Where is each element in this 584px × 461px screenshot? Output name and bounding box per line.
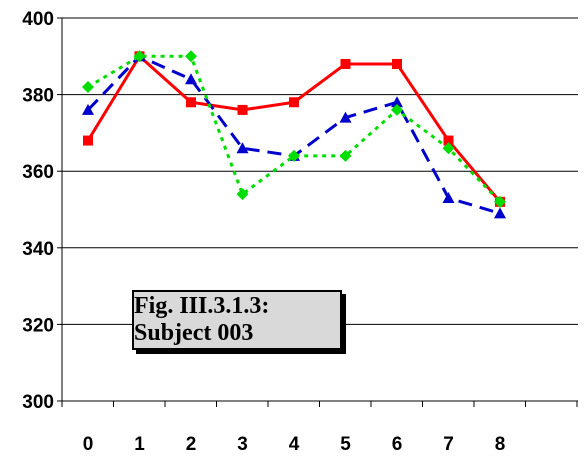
data-point	[339, 111, 352, 123]
data-point	[339, 149, 352, 162]
series-1	[83, 51, 505, 207]
x-tick-label: 7	[443, 434, 454, 455]
data-point	[186, 97, 196, 108]
data-point	[442, 192, 455, 204]
data-point	[443, 135, 454, 146]
x-tick-label: 8	[495, 434, 506, 455]
y-tick-label: 360	[22, 162, 54, 183]
data-point	[391, 96, 403, 108]
series-3	[82, 50, 506, 208]
data-point	[236, 142, 249, 154]
data-point	[82, 80, 94, 93]
data-point	[442, 142, 455, 155]
data-point	[392, 58, 402, 69]
y-tick-label: 320	[22, 315, 54, 336]
x-tick-label: 0	[83, 434, 94, 455]
gridlines	[62, 17, 578, 325]
y-tick-label: 400	[22, 9, 54, 30]
series-2	[82, 50, 506, 219]
y-axis-tick-labels: 300 320 340 360 380 400	[22, 9, 54, 413]
x-tick-label: 1	[134, 434, 145, 455]
data-point	[494, 195, 506, 208]
data-point	[236, 188, 249, 201]
figure-caption: Fig. III.3.1.3: Subject 003	[132, 290, 342, 350]
data-point	[340, 58, 351, 69]
x-tick-label: 5	[340, 434, 351, 455]
y-tick-label: 340	[22, 239, 54, 260]
data-point	[289, 97, 299, 108]
data-point	[185, 50, 197, 63]
x-axis-tick-labels: 0 1 2 3 4 5 6 7 8	[83, 434, 506, 455]
series-2-line	[86, 54, 501, 215]
data-point	[391, 103, 403, 116]
data-point	[133, 50, 146, 63]
data-point	[237, 104, 248, 115]
y-tick-label: 380	[22, 86, 54, 107]
data-point	[185, 73, 197, 85]
x-tick-label: 3	[237, 434, 248, 455]
data-point	[494, 207, 506, 219]
x-tick-label: 4	[289, 434, 300, 455]
data-point	[82, 103, 94, 115]
data-point	[288, 149, 300, 162]
data-point	[83, 135, 93, 146]
x-tick-label: 2	[186, 434, 197, 455]
y-tick-label: 300	[22, 392, 54, 413]
series-3-line	[87, 54, 502, 203]
axes	[57, 17, 578, 407]
series-group	[82, 50, 506, 219]
x-tick-label: 6	[392, 434, 403, 455]
